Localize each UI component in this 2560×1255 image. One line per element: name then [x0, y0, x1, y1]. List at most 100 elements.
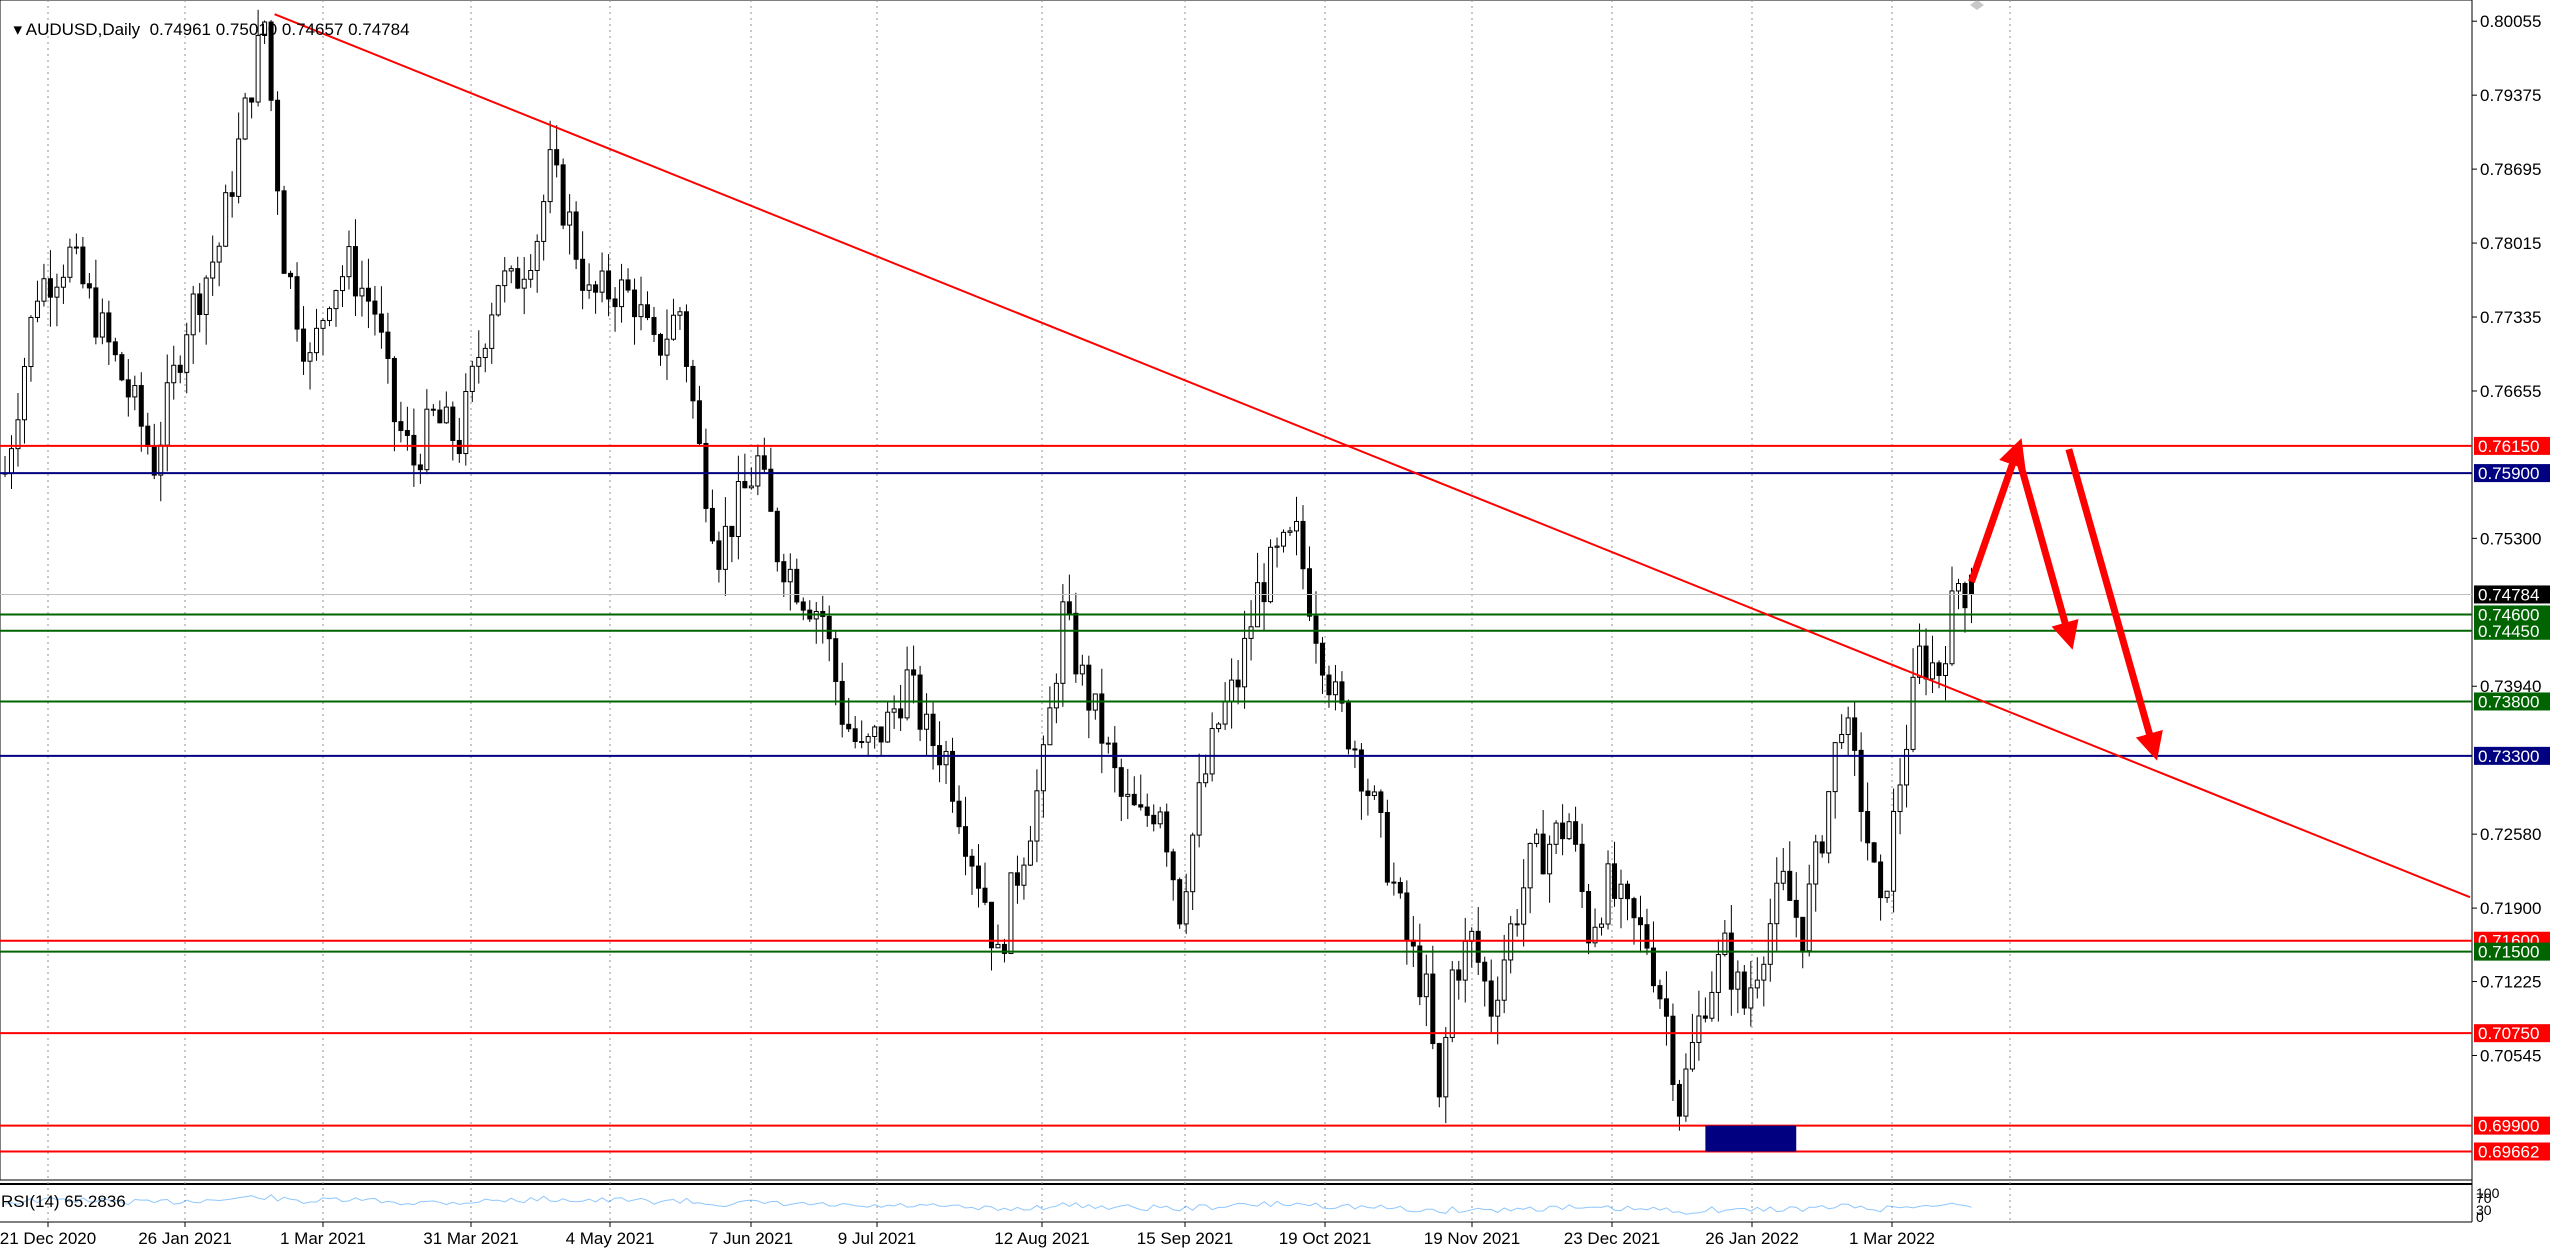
- candle-body: [1001, 943, 1007, 954]
- candle-body: [1281, 531, 1287, 547]
- candle-body: [1709, 991, 1715, 1019]
- candle-body: [346, 246, 352, 278]
- candle-body: [1878, 861, 1884, 899]
- candle-body: [515, 268, 521, 289]
- candle-body: [567, 211, 573, 226]
- candle-body: [1657, 985, 1663, 1000]
- candle-body: [1488, 980, 1494, 1017]
- candle-body: [969, 855, 975, 867]
- candle-body: [1073, 612, 1079, 675]
- candle-body: [703, 442, 709, 509]
- scroll-marker-icon[interactable]: [1970, 0, 1984, 10]
- candle-body: [1813, 841, 1819, 885]
- candle-body: [281, 190, 287, 274]
- candle-body: [288, 272, 294, 278]
- candle-body: [1839, 734, 1845, 744]
- candle-body: [1138, 804, 1144, 808]
- current-price-label: 0.74784: [2478, 585, 2539, 604]
- forecast-arrow[interactable]: [2013, 450, 2079, 650]
- x-tick-label: 21 Dec 2020: [0, 1229, 96, 1248]
- candle-body: [1735, 971, 1741, 990]
- candle-body: [1391, 881, 1397, 884]
- candle-body: [982, 887, 988, 903]
- level-price-tag: [2474, 1024, 2550, 1043]
- candle-body: [1131, 793, 1137, 806]
- candle-body: [1780, 870, 1786, 884]
- candle-body: [1021, 864, 1027, 886]
- candle-body: [1508, 923, 1514, 961]
- candle-body: [1235, 679, 1241, 688]
- candle-body: [41, 278, 47, 302]
- candle-body: [54, 286, 60, 298]
- candle-body: [1897, 784, 1903, 813]
- candle-body: [988, 901, 994, 949]
- candle-body: [1352, 748, 1358, 751]
- candle-body: [80, 246, 86, 285]
- candle-body: [911, 669, 917, 676]
- y-tick-label: 0.78015: [2480, 234, 2541, 253]
- candle-body: [385, 331, 391, 359]
- forecast-arrow[interactable]: [1968, 438, 2026, 583]
- candle-body: [1495, 999, 1501, 1017]
- candle-body: [1190, 834, 1196, 893]
- collapse-triangle-icon[interactable]: ▾: [13, 20, 26, 39]
- candle-body: [411, 434, 417, 466]
- candle-body: [1819, 841, 1825, 854]
- candle-body: [722, 525, 728, 570]
- y-tick-label: 0.77335: [2480, 308, 2541, 327]
- candle-body: [839, 680, 845, 725]
- candle-body: [1501, 959, 1507, 1001]
- rsi-scale-label: 70: [2476, 1190, 2492, 1206]
- candle-body: [1631, 898, 1637, 919]
- candle-body: [1663, 998, 1669, 1017]
- candle-body: [1255, 582, 1261, 628]
- forecast-arrow[interactable]: [2065, 448, 2163, 761]
- candle-body: [1378, 791, 1384, 813]
- candle-body: [709, 507, 715, 542]
- candle-body: [255, 34, 261, 103]
- rsi-label: RSI(14) 65.2836: [1, 1192, 126, 1211]
- candle-body: [956, 800, 962, 828]
- candle-body: [748, 485, 754, 489]
- level-price-label: 0.70750: [2478, 1024, 2539, 1043]
- level-price-label: 0.75900: [2478, 464, 2539, 483]
- candle-body: [391, 357, 397, 423]
- candle-body: [352, 246, 358, 297]
- x-tick-label: 19 Oct 2021: [1279, 1229, 1372, 1248]
- trendline[interactable]: [274, 13, 2471, 899]
- candle-body: [294, 276, 300, 330]
- candle-body: [560, 164, 566, 226]
- candle-body: [1547, 843, 1553, 875]
- candle-body: [1177, 879, 1183, 925]
- current-price-tag: [2474, 585, 2550, 604]
- candle-body: [424, 408, 430, 471]
- candle-body: [826, 615, 832, 640]
- candle-body: [1534, 833, 1540, 844]
- candle-body: [716, 540, 722, 570]
- y-tick-label: 0.71900: [2480, 899, 2541, 918]
- candle-body: [1300, 520, 1306, 570]
- candle-body: [1345, 702, 1351, 750]
- level-price-label: 0.73800: [2478, 692, 2539, 711]
- candle-body: [657, 333, 663, 356]
- candle-body: [1099, 693, 1105, 744]
- candle-body: [670, 314, 676, 340]
- candle-body: [138, 385, 144, 427]
- candle-body: [502, 270, 508, 287]
- candle-body: [1527, 842, 1533, 889]
- candle-body: [190, 293, 196, 336]
- candle-body: [1456, 969, 1462, 981]
- candle-body: [1625, 883, 1630, 900]
- x-tick-label: 7 Jun 2021: [709, 1229, 793, 1248]
- candle-body: [1683, 1068, 1689, 1117]
- candle-body: [1676, 1083, 1682, 1117]
- candle-body: [664, 338, 670, 356]
- candle-body: [1540, 833, 1546, 875]
- candle-body: [203, 277, 209, 316]
- candle-body: [541, 201, 547, 242]
- candle-body: [1650, 947, 1656, 987]
- demand-zone[interactable]: [1705, 1125, 1797, 1152]
- candle-body: [437, 409, 443, 424]
